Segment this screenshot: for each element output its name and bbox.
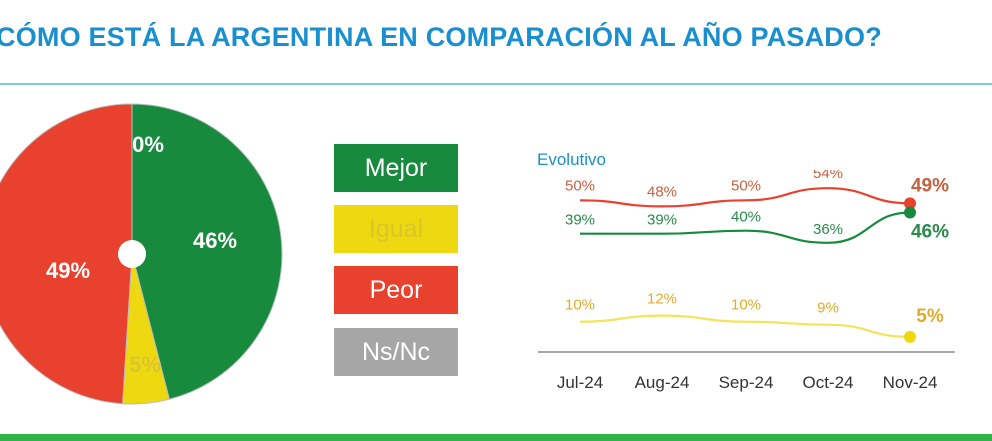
pie-label-mejor: 46% [193, 228, 237, 253]
data-label-igual: 5% [916, 306, 944, 327]
data-label-peor: 50% [731, 177, 761, 194]
evolutivo-line-chart: 50% 48% 50% 54% 49% 39% 39% 40% 36% 46% 10% 12% 10% 9… [538, 170, 955, 392]
series-line-mejor [579, 211, 911, 244]
series-line-igual [579, 314, 911, 338]
legend-nsnc: Ns/Nc [334, 328, 458, 376]
data-label-peor: 48% [647, 183, 677, 200]
series-endpoint-mejor [904, 206, 916, 219]
pie-label-nsnc: 0% [132, 132, 164, 157]
pie-slice-peor [0, 103, 133, 405]
evolutivo-title: Evolutivo [537, 150, 606, 169]
data-label-mejor: 39% [647, 212, 677, 229]
data-label-mejor: 40% [731, 209, 761, 226]
data-label-peor: 49% [911, 175, 949, 196]
data-label-igual: 10% [731, 297, 761, 314]
legend-peor: Peor [334, 266, 458, 314]
data-label-mejor: 36% [813, 221, 843, 238]
x-tick-label: Jul-24 [557, 373, 603, 392]
data-label-peor: 50% [565, 177, 595, 194]
pie-chart: 46% 5% 49% 0% [0, 103, 283, 405]
pie-center-hole [118, 240, 146, 268]
data-label-igual: 12% [647, 291, 677, 308]
legend-mejor: Mejor [334, 144, 458, 192]
pie-slice-mejor [131, 103, 283, 400]
series-endpoint-peor [904, 197, 916, 210]
x-tick-label: Sep-24 [719, 373, 774, 392]
pie-label-peor: 49% [46, 258, 90, 283]
header-divider [0, 83, 992, 85]
data-label-igual: 9% [817, 300, 839, 317]
data-label-igual: 10% [565, 297, 595, 314]
data-label-mejor: 46% [911, 221, 949, 242]
x-tick-label: Oct-24 [802, 373, 853, 392]
page-title: CÓMO ESTÁ LA ARGENTINA EN COMPARACIÓN AL… [0, 22, 882, 52]
footer-bar [0, 434, 992, 441]
x-tick-label: Nov-24 [883, 373, 938, 392]
series-endpoint-igual [904, 330, 916, 343]
data-label-mejor: 39% [565, 212, 595, 229]
pie-label-igual: 5% [129, 352, 161, 377]
series-line-peor [579, 187, 911, 208]
legend-igual: Igual [334, 205, 458, 253]
data-label-peor: 54% [813, 170, 843, 182]
x-tick-label: Aug-24 [635, 373, 690, 392]
